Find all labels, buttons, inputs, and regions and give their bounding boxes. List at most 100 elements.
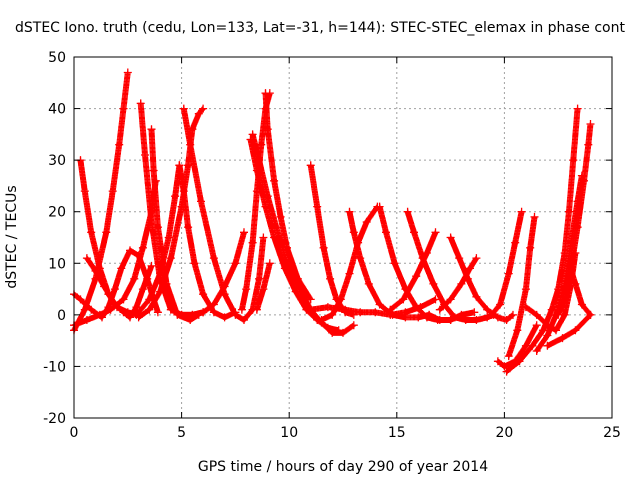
x-tick-label: 20 bbox=[495, 425, 513, 441]
data-point bbox=[237, 305, 246, 314]
data-point bbox=[276, 212, 285, 221]
data-point bbox=[156, 287, 165, 296]
data-point bbox=[530, 212, 539, 221]
data-point bbox=[179, 187, 188, 196]
data-point bbox=[119, 104, 128, 113]
data-point bbox=[231, 310, 240, 319]
data-point bbox=[132, 310, 141, 319]
data-point bbox=[136, 99, 145, 108]
data-point bbox=[356, 308, 365, 317]
data-point bbox=[412, 272, 421, 281]
data-point bbox=[242, 285, 251, 294]
series-36 bbox=[543, 310, 595, 350]
data-point bbox=[539, 326, 548, 335]
data-point bbox=[431, 295, 440, 304]
data-point bbox=[209, 254, 218, 263]
data-point bbox=[138, 243, 147, 252]
data-point bbox=[586, 120, 595, 128]
data-point bbox=[339, 328, 347, 337]
data-point bbox=[255, 274, 264, 283]
data-point bbox=[472, 316, 481, 324]
data-point bbox=[209, 308, 218, 317]
data-point bbox=[82, 316, 91, 324]
data-point bbox=[259, 285, 268, 294]
data-point bbox=[126, 313, 134, 322]
data-point bbox=[435, 305, 444, 314]
data-point bbox=[487, 310, 496, 319]
data-point bbox=[257, 140, 266, 149]
data-point bbox=[483, 305, 492, 314]
data-point bbox=[532, 310, 541, 319]
data-point bbox=[382, 228, 390, 237]
data-point bbox=[431, 228, 440, 237]
data-point bbox=[375, 300, 384, 309]
data-point bbox=[515, 357, 524, 366]
data-point bbox=[171, 192, 180, 201]
data-point bbox=[199, 308, 208, 317]
data-point bbox=[569, 156, 578, 165]
series-24 bbox=[425, 308, 479, 324]
data-point bbox=[209, 300, 218, 309]
data-point bbox=[435, 316, 444, 324]
data-point bbox=[446, 316, 455, 324]
data-point bbox=[362, 218, 371, 226]
data-point bbox=[123, 68, 132, 77]
data-point bbox=[565, 207, 573, 216]
data-point bbox=[586, 310, 595, 319]
data-point bbox=[141, 151, 149, 159]
data-point bbox=[145, 295, 154, 304]
grid bbox=[74, 57, 612, 418]
series-16 bbox=[261, 89, 315, 304]
data-point bbox=[149, 166, 158, 175]
data-point bbox=[521, 303, 530, 312]
data-point bbox=[472, 292, 481, 301]
data-point bbox=[132, 303, 141, 312]
data-point bbox=[470, 308, 479, 317]
data-point bbox=[220, 290, 229, 299]
x-axis-label: GPS time / hours of day 290 of year 2014 bbox=[198, 459, 488, 475]
data-point bbox=[293, 274, 302, 283]
data-point bbox=[199, 290, 208, 299]
y-tick-label: 20 bbox=[48, 205, 66, 221]
data-point bbox=[571, 326, 580, 335]
data-point bbox=[388, 310, 397, 319]
data-point bbox=[184, 161, 193, 170]
data-point bbox=[584, 140, 593, 149]
data-point bbox=[543, 321, 552, 330]
data-point bbox=[179, 104, 188, 113]
y-tick-label: 30 bbox=[48, 153, 66, 169]
data-point bbox=[184, 223, 193, 232]
y-tick-label: 10 bbox=[48, 256, 66, 272]
series-17 bbox=[252, 259, 274, 314]
data-point bbox=[429, 279, 438, 288]
data-point bbox=[186, 140, 195, 149]
data-point bbox=[147, 218, 156, 226]
data-point bbox=[130, 274, 139, 283]
series-28 bbox=[487, 207, 526, 319]
data-point bbox=[425, 310, 434, 319]
data-point bbox=[364, 279, 373, 288]
data-point bbox=[412, 303, 421, 312]
data-point bbox=[166, 254, 175, 263]
data-point bbox=[95, 310, 104, 319]
data-point bbox=[248, 238, 257, 247]
data-point bbox=[147, 125, 156, 134]
data-point bbox=[328, 310, 337, 319]
data-point bbox=[455, 254, 464, 263]
data-point bbox=[403, 207, 412, 216]
data-point bbox=[100, 282, 109, 291]
data-point bbox=[119, 295, 128, 304]
data-point bbox=[138, 285, 147, 294]
series-25 bbox=[386, 228, 440, 314]
series-30 bbox=[504, 212, 539, 361]
data-point bbox=[283, 243, 291, 252]
x-tick-label: 5 bbox=[177, 425, 186, 441]
data-point bbox=[466, 264, 474, 273]
data-point bbox=[147, 261, 156, 270]
data-point bbox=[511, 238, 520, 247]
data-point bbox=[386, 305, 395, 314]
data-point bbox=[220, 313, 229, 322]
series-9 bbox=[132, 161, 184, 319]
data-point bbox=[560, 295, 569, 304]
data-point bbox=[543, 341, 552, 350]
